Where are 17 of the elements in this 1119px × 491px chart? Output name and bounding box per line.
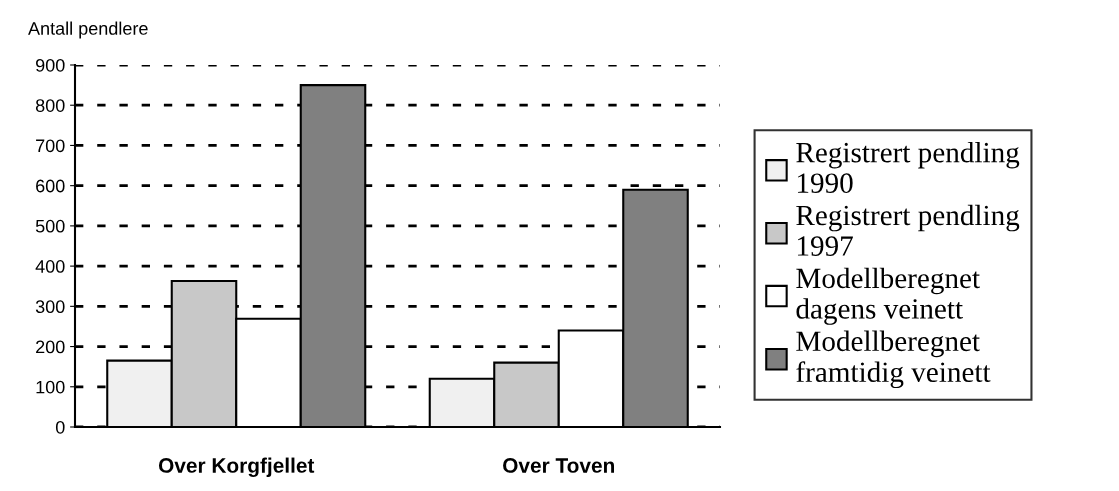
y-tick-label: 300 <box>35 300 65 314</box>
y-tick-label: 700 <box>36 139 65 153</box>
x-tick-label: Over Korgfjellet <box>158 457 315 478</box>
y-tick-label: 100 <box>36 380 65 394</box>
legend-label: Modellberegnet framtidig veinett <box>796 330 991 389</box>
y-tick-label: 900 <box>36 58 65 72</box>
y-tick-label: 0 <box>55 420 65 434</box>
y-tick-label: 400 <box>35 260 65 273</box>
y-tick-label: 600 <box>36 179 65 193</box>
y-tick-label: 500 <box>35 219 65 233</box>
y-axis-title: Antall pendlere <box>28 21 148 39</box>
legend-label: Registrert pendling 1990 <box>796 141 1020 194</box>
y-tick-label: 200 <box>36 340 65 354</box>
legend-label: Registrert pendling 1997 <box>796 204 1020 256</box>
legend-label: Modellberegnet dagens veinett <box>796 267 980 325</box>
y-tick-label: 800 <box>35 99 65 112</box>
x-tick-label: Over Toven <box>503 458 615 473</box>
